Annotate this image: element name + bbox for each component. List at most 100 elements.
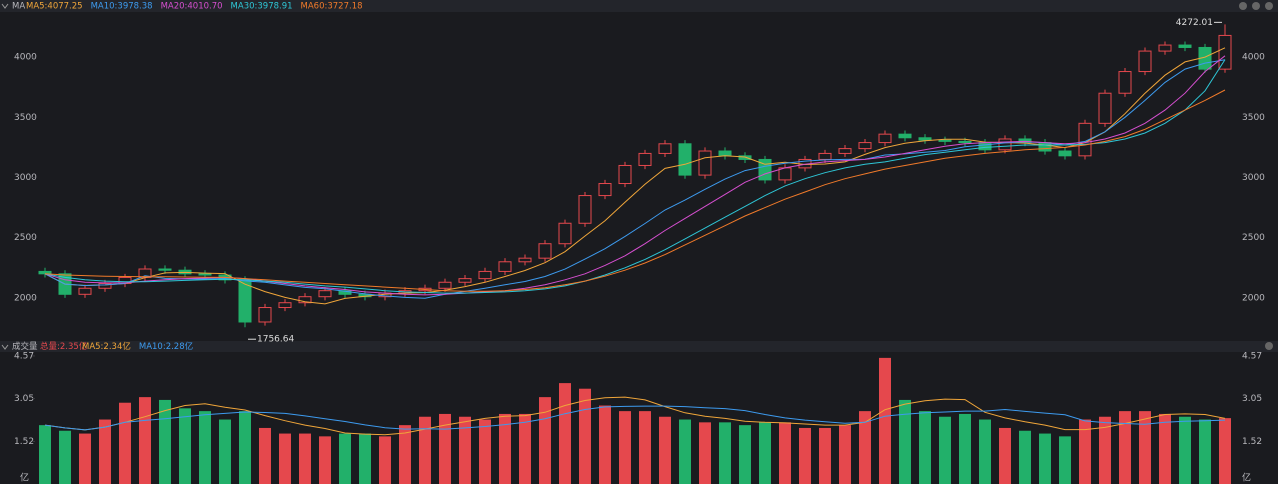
volume-bar [199, 411, 211, 484]
volume-bar [679, 419, 691, 484]
volume-bar [959, 413, 971, 484]
volume-bar [619, 411, 631, 484]
candle-body [858, 142, 872, 150]
volume-bar [739, 425, 751, 484]
legend-entry: MA20:4010.70 [161, 2, 223, 12]
volume-bar [159, 399, 171, 484]
volume-bar [299, 433, 311, 484]
min-annotation: 1756.64 [257, 335, 294, 345]
volume-bar [479, 419, 491, 484]
volume-bar [1159, 413, 1171, 484]
volume-bar [419, 416, 431, 484]
volume-bar [1059, 436, 1071, 484]
volume-bar [1099, 416, 1111, 484]
settings-button[interactable] [1265, 342, 1273, 350]
max-annotation: 4272.01 [1176, 18, 1213, 28]
candle-body [558, 222, 572, 245]
volume-bar [139, 397, 151, 484]
legend-entry: MA5:4077.25 [26, 2, 83, 12]
ma-line [44, 396, 1226, 436]
candle-body [98, 282, 112, 289]
candle-body [878, 133, 892, 144]
candle-body [978, 142, 992, 151]
volume-bar [559, 383, 571, 484]
volume-bar [439, 413, 451, 484]
candle-body [158, 268, 172, 271]
volume-bar [759, 422, 771, 484]
candle-body [658, 143, 672, 154]
y-tick-label: 3.05 [1242, 394, 1262, 404]
volume-total: 总量:2.35亿 [40, 341, 87, 352]
y-tick-label: 3000 [1242, 173, 1265, 183]
legend-entry: MA5:2.34亿 [82, 341, 131, 352]
candle-body [818, 152, 832, 160]
candle-body [938, 139, 952, 142]
ma-line [44, 405, 1226, 431]
candle-body [638, 152, 652, 166]
volume-bar [799, 427, 811, 484]
volume-legend-bar [0, 341, 1278, 352]
volume-bar [859, 411, 871, 484]
volume-bar [79, 433, 91, 484]
volume-bar [379, 436, 391, 484]
candle-body [618, 164, 632, 185]
candle-body [698, 150, 712, 176]
volume-bar [179, 408, 191, 484]
y-unit-right: 亿 [1242, 472, 1251, 484]
candle-body [598, 183, 612, 197]
volume-bar [1119, 411, 1131, 484]
volume-bar [1039, 433, 1051, 484]
candle-body [678, 143, 692, 176]
candle-body [1218, 34, 1232, 70]
volume-bar [819, 427, 831, 484]
volume-bar [919, 411, 931, 484]
collapse-icon[interactable] [1, 3, 9, 9]
volume-bar [259, 427, 271, 484]
candle-body [1138, 50, 1152, 73]
volume-bar [719, 422, 731, 484]
volume-bar [1199, 419, 1211, 484]
volume-bar [599, 405, 611, 484]
candle-body [458, 278, 472, 283]
collapse-icon[interactable] [1, 344, 9, 350]
volume-bar [899, 399, 911, 484]
y-tick-label: 1.52 [14, 437, 34, 447]
volume-bar [539, 397, 551, 484]
volume-bar [59, 430, 71, 484]
y-tick-label: 4.57 [1242, 351, 1262, 361]
volume-bar [839, 425, 851, 484]
candle-body [1158, 44, 1172, 52]
volume-bar [1139, 411, 1151, 484]
y-tick-label: 4.57 [14, 351, 34, 361]
candle-body [1018, 138, 1032, 144]
candle-body [498, 261, 512, 272]
candle-body [1098, 92, 1112, 124]
y-tick-label: 3.05 [14, 394, 34, 404]
candle-body [958, 140, 972, 144]
candle-body [258, 307, 272, 323]
ma-line [44, 47, 1226, 305]
y-tick-label: 4000 [1242, 53, 1265, 63]
volume-bar [579, 388, 591, 484]
volume-bar [359, 433, 371, 484]
candle-body [918, 137, 932, 141]
candle-body [318, 290, 332, 298]
candle-body [278, 302, 292, 309]
volume-bar [519, 413, 531, 484]
volume-bar [939, 416, 951, 484]
candle-body [1058, 150, 1072, 157]
candle-body [998, 138, 1012, 151]
candle-body [898, 133, 912, 139]
candle-body [1038, 142, 1052, 152]
y-tick-label: 2000 [1242, 293, 1265, 303]
y-tick-label: 2000 [14, 293, 37, 303]
candle-body [738, 155, 752, 160]
minimize-button[interactable] [1239, 2, 1247, 10]
volume-bar [39, 425, 51, 484]
add-button[interactable] [1252, 2, 1260, 10]
settings-button[interactable] [1265, 2, 1273, 10]
legend-title: MA [12, 2, 25, 12]
